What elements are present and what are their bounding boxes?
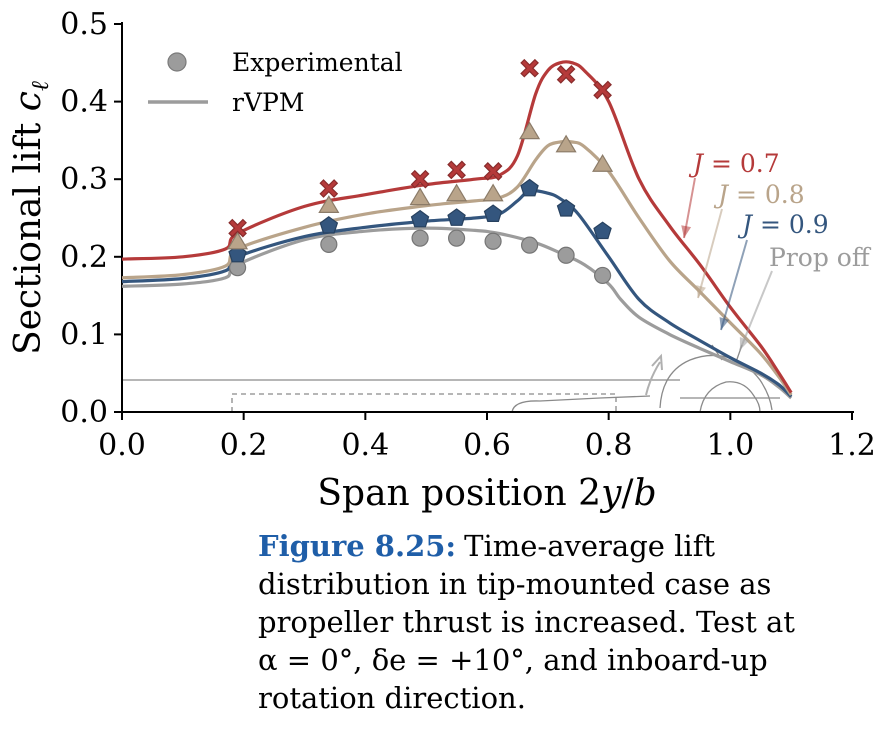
x-tick-label: 0.8	[585, 428, 633, 463]
aircraft-sketch-icon	[122, 344, 780, 413]
figure-caption: Figure 8.25: Time-average lift distributi…	[258, 527, 818, 717]
experimental-point-3-2	[411, 229, 429, 247]
y-tick-label: 0.5	[60, 7, 108, 42]
x-tick-label: 0.6	[463, 428, 511, 463]
rvpm-line-1	[121, 139, 793, 396]
experimental-point-0-1	[319, 179, 339, 198]
x-axis-title: Span position 2y/b	[317, 473, 656, 514]
legend-marker-experimental	[167, 52, 187, 72]
experimental-point-1-2	[409, 187, 431, 206]
annotation-arrowhead-2	[719, 317, 730, 330]
experimental-point-1-1	[318, 195, 340, 213]
annotation-arrowhead-0	[681, 225, 692, 238]
x-tick-label: 0.4	[341, 428, 389, 463]
experimental-point-1-3	[446, 183, 468, 202]
series-annotations: J = 0.7J = 0.8J = 0.9 Prop off	[681, 149, 872, 351]
experimental-point-0-4	[483, 162, 503, 181]
series-label-0: J = 0.7	[688, 149, 780, 178]
experimental-point-1-6	[555, 134, 577, 153]
experimental-point-2-0	[228, 244, 247, 263]
experimental-point-2-1	[319, 216, 339, 234]
x-tick-label: 0.0	[98, 428, 146, 463]
experimental-point-2-5	[520, 178, 539, 197]
annotation-arrowhead-3	[739, 337, 750, 350]
experimental-point-2-4	[483, 204, 503, 222]
experimental-markers	[227, 58, 614, 285]
x-tick-label: 1.0	[706, 428, 754, 463]
experimental-point-2-6	[556, 198, 576, 217]
x-tick-label: 1.2	[828, 428, 876, 463]
annotation-arrowhead-1	[696, 285, 706, 298]
x-tick-label: 0.2	[220, 428, 268, 463]
caption-label: Figure 8.25:	[258, 529, 457, 563]
caption-text: Time-average lift distribution in tip-mo…	[258, 529, 795, 715]
experimental-point-0-6	[556, 65, 576, 84]
y-tick-label: 0.1	[60, 317, 108, 352]
legend-label-experimental: Experimental	[232, 48, 403, 77]
experimental-point-3-4	[484, 232, 502, 250]
experimental-point-0-3	[447, 160, 466, 180]
series-label-3: Prop off	[769, 243, 872, 272]
experimental-point-1-7	[592, 154, 614, 172]
lift-distribution-chart: 0.0 0.2 0.4 0.6 0.8 1.0 1.2 0.0 0.1 0.2 0.3 0.4 0.5 S…	[8, 7, 876, 514]
y-axis-title: Sectional lift cℓ	[8, 81, 54, 355]
experimental-point-3-3	[447, 229, 466, 247]
rvpm-line-0	[121, 60, 793, 394]
experimental-point-2-2	[410, 209, 430, 228]
legend: Experimental rVPM	[148, 48, 403, 117]
experimental-point-2-3	[447, 208, 466, 226]
y-tick-label: 0.4	[60, 85, 108, 120]
y-tick-label: 0.0	[60, 395, 108, 430]
experimental-point-3-1	[320, 235, 338, 253]
experimental-point-2-7	[593, 221, 612, 240]
experimental-point-1-5	[519, 121, 541, 140]
rvpm-line-2	[121, 188, 793, 398]
experimental-point-3-6	[557, 246, 575, 264]
chart-axes: 0.0 0.2 0.4 0.6 0.8 1.0 1.2 0.0 0.1 0.2 0.3 0.4 0.5 S…	[8, 7, 876, 514]
experimental-point-1-0	[227, 231, 249, 250]
experimental-point-3-7	[593, 266, 612, 285]
series-label-2: J = 0.9	[737, 210, 829, 239]
experimental-point-0-0	[228, 218, 247, 238]
annotation-arrow-2	[720, 239, 748, 331]
experimental-point-0-5	[520, 58, 539, 78]
experimental-point-0-2	[410, 169, 430, 189]
experimental-point-1-4	[482, 183, 504, 202]
experimental-point-3-5	[520, 236, 539, 254]
legend-label-rvpm: rVPM	[232, 88, 304, 117]
series-label-1: J = 0.8	[713, 180, 805, 209]
y-tick-label: 0.2	[60, 240, 108, 275]
annotation-arrow-1	[697, 208, 723, 299]
annotation-arrow-3	[739, 270, 773, 351]
experimental-point-0-7	[593, 80, 612, 100]
y-tick-label: 0.3	[60, 162, 108, 197]
